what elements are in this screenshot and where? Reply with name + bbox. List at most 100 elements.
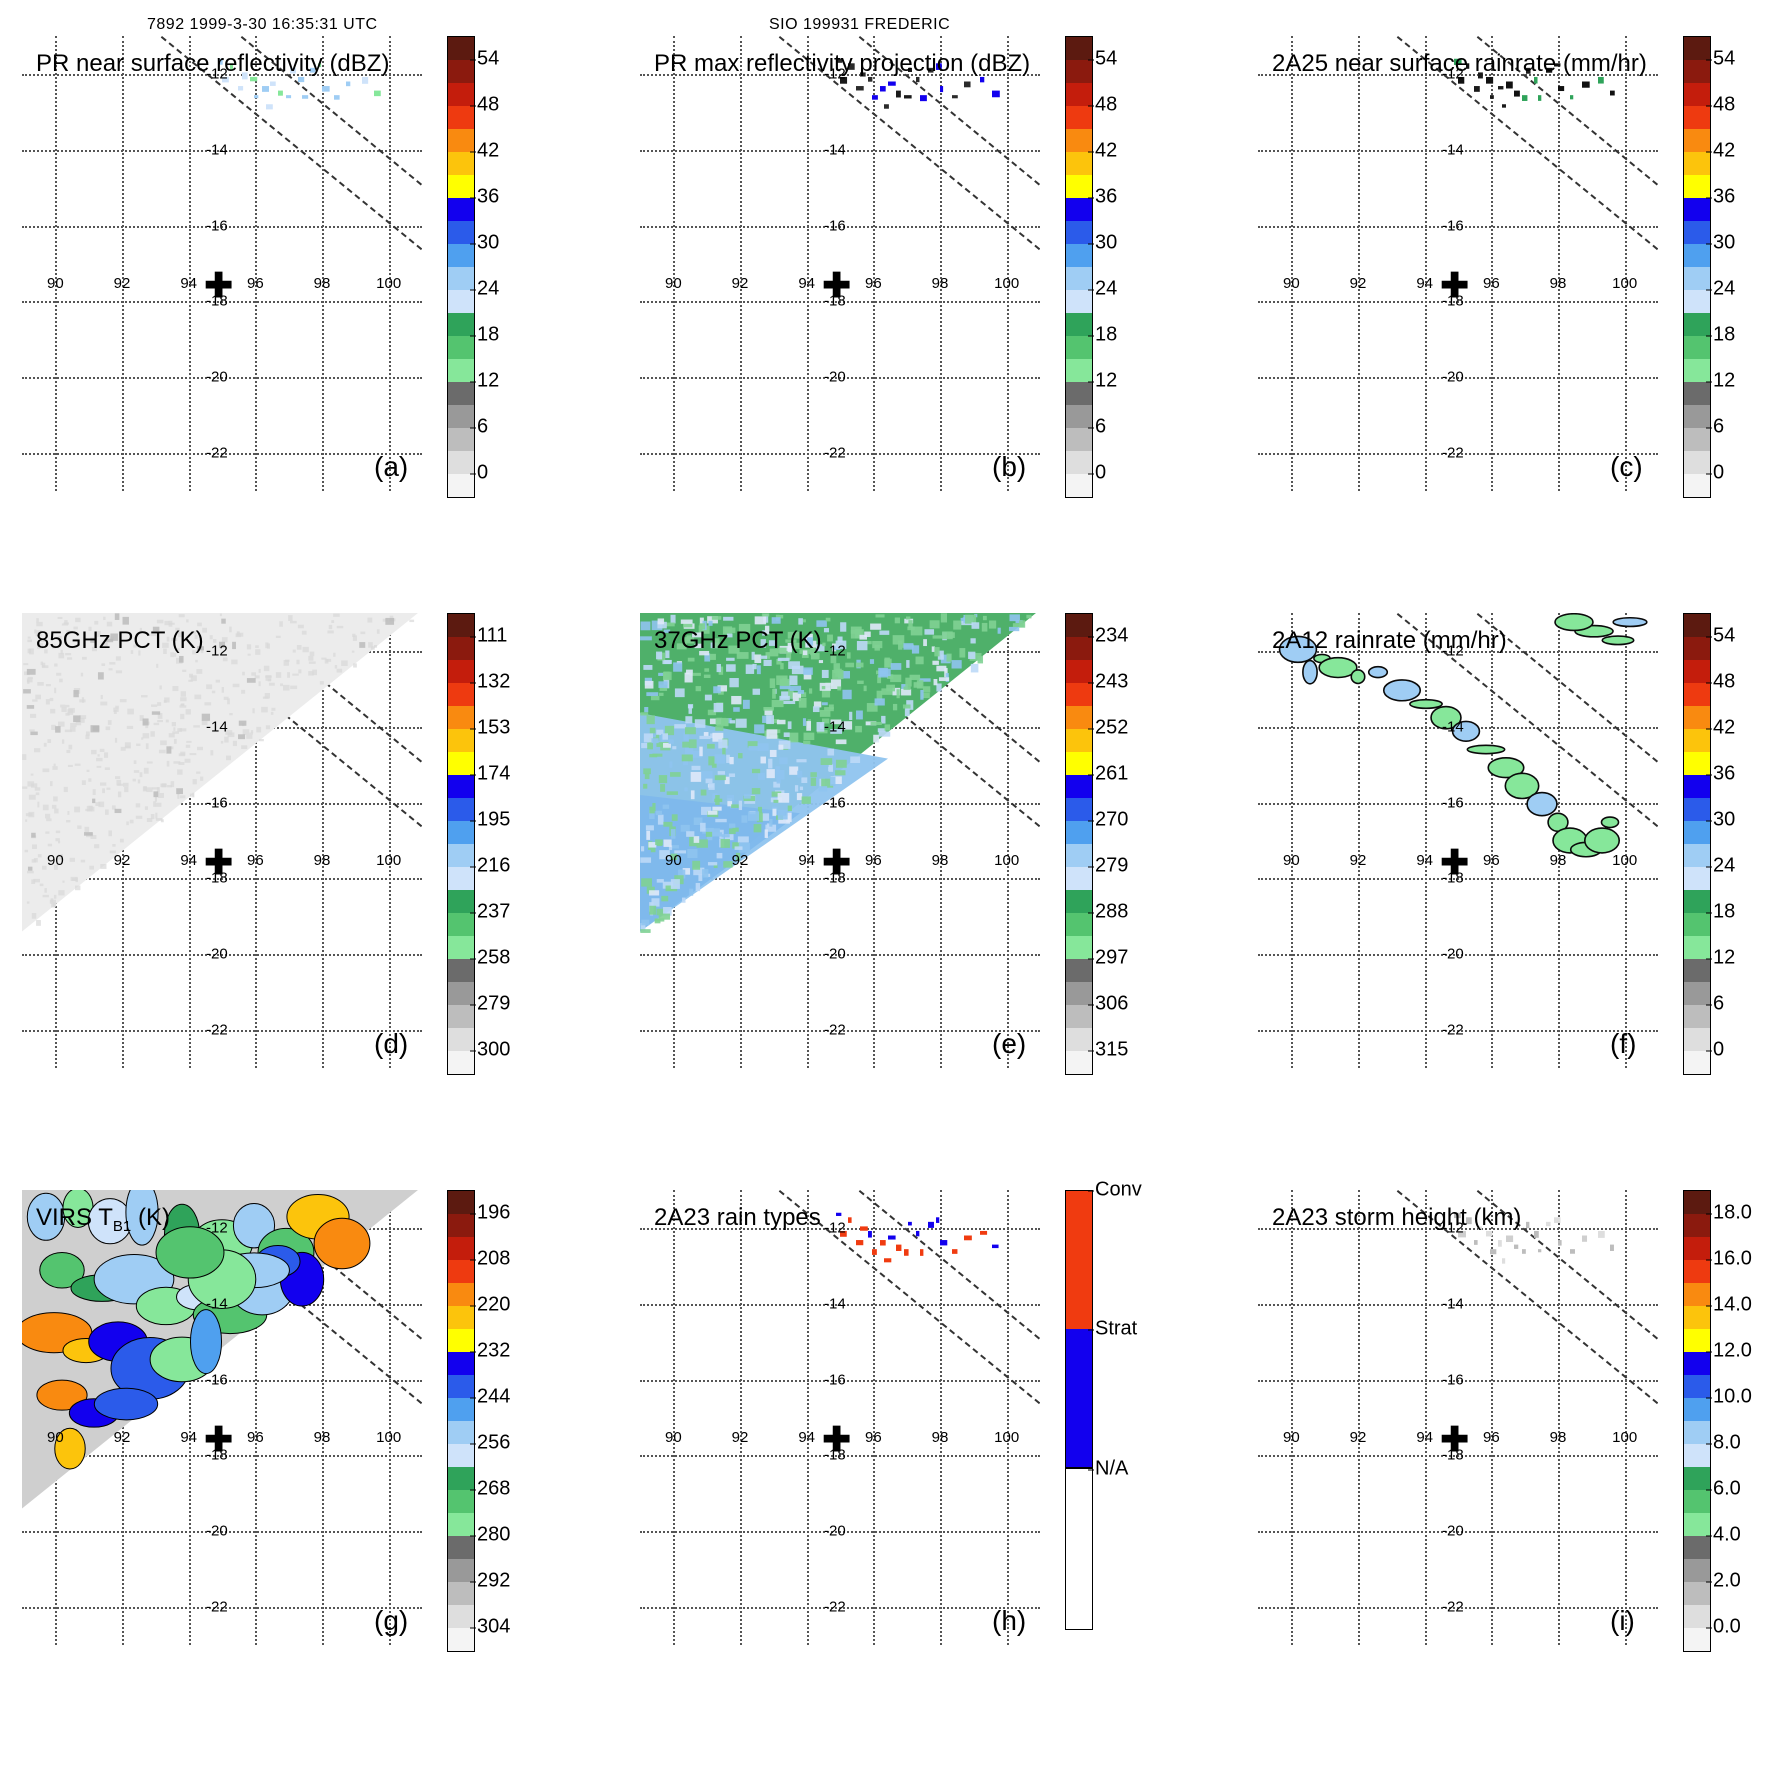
colorbar-tick-i-5: 8.0 [1706,1431,1741,1454]
data-overlay-a [218,58,381,110]
colorbar-segment-0 [448,1191,474,1214]
colorbar-segment-5 [1684,152,1710,175]
pr-swath-right [858,1190,1040,1340]
gridline-lon-96 [873,36,876,491]
lat-tick-label--22: -22 [824,1021,846,1039]
gridline-lat--22 [22,453,422,456]
plot-area-f [1258,613,1658,1068]
colorbar-segment-4 [448,706,474,729]
colorbar-segment-11 [448,290,474,313]
gridline-lon-92 [1358,613,1360,1068]
lon-tick-label-96: 96 [246,275,264,293]
colorbar-tick-b-5: 24 [1087,277,1118,300]
colorbar-segment-1 [448,1214,474,1237]
storm-center-cross-icon: ✚ [822,844,851,883]
colorbar-segment-8 [1066,798,1092,821]
lat-tick-label--18: -18 [1442,292,1464,310]
gridline-lat--14 [22,149,422,152]
colorbar-d [447,613,475,1075]
lon-tick-label-94: 94 [180,275,197,293]
colorbar-segment-8 [1066,221,1092,244]
data-overlay-e [640,613,1036,933]
colorbar-segment-5 [448,152,474,175]
gridline-lon-98 [1558,1190,1560,1645]
storm-center-cross-icon: ✚ [1440,267,1469,306]
colorbar-tick-d-9: 300 [469,1038,511,1061]
lon-tick-label-96: 96 [1482,852,1500,870]
colorbar-segment-15 [1066,382,1092,405]
lat-tick-label--22: -22 [206,1598,228,1616]
gridline-lon-92 [122,613,124,1068]
colorbar-segment-2 [448,1237,474,1260]
colorbar-tick-g-3: 232 [469,1339,511,1362]
gridline-lon-98 [1558,36,1560,491]
colorbar-segment-2 [1684,83,1710,106]
colorbar-segment-3 [448,106,474,129]
gridline-lat--18 [640,1455,1040,1458]
lat-tick-label--20: -20 [824,945,846,963]
gridline-lat--12 [640,1227,1040,1230]
colorbar-segment-15 [1684,959,1710,982]
colorbar-segment-9 [1066,244,1092,267]
lat-tick-label--12: -12 [206,642,228,660]
gridline-lon-92 [1358,36,1360,491]
colorbar-tick-a-5: 24 [469,277,500,300]
colorbar-segment-10 [448,267,474,290]
colorbar-segment-6 [1684,1329,1710,1352]
colorbar-segment-8 [1684,221,1710,244]
colorbar-segment-5 [448,1306,474,1329]
colorbar-segment-2 [1684,660,1710,683]
panel-letter-a: (a) [374,451,409,482]
lat-tick-label--14: -14 [206,141,228,159]
colorbar-segment-16 [1684,982,1710,1005]
colorbar-segment-7 [1684,1352,1710,1375]
panel-title-b: PR max reflectivity projection (dBZ) [654,50,1031,77]
colorbar-tick-f-8: 6 [1705,992,1725,1015]
lon-tick-label-90: 90 [46,1429,64,1447]
colorbar-segment-14 [1684,936,1710,959]
colorbar-segment-18 [1684,451,1710,474]
lon-tick-label-92: 92 [1349,852,1367,870]
lat-tick-label--20: -20 [1442,368,1464,386]
gridline-lon-90 [1291,36,1294,491]
lon-tick-label-92: 92 [1349,275,1367,293]
gridline-lat--16 [22,225,422,228]
colorbar-tick-i-3: 12.0 [1706,1339,1752,1362]
colorbar-segment-8 [448,221,474,244]
colorbar-tick-g-0: 196 [469,1201,511,1224]
colorbar-tick-a-2: 42 [469,139,500,162]
colorbar-segment-9 [1684,1398,1710,1421]
colorbar-segment-12 [1066,313,1092,336]
colorbar-tick-d-5: 216 [469,854,511,877]
gridline-lon-94 [1424,613,1427,1068]
gridline-lat--12 [1258,73,1658,76]
colorbar-tick-e-2: 252 [1087,716,1129,739]
gridline-lat--22 [640,1030,1040,1033]
lon-tick-label-96: 96 [246,852,264,870]
gridline-lon-94 [188,1190,191,1645]
colorbar-tick-f-7: 12 [1705,946,1736,969]
plot-area-e [640,613,1040,1068]
gridline-lon-100 [1006,1190,1009,1645]
colorbar-tick-a-6: 18 [469,323,500,346]
colorbar-segment-7 [448,1352,474,1375]
gridline-lon-90 [1291,613,1294,1068]
gridline-lat--18 [1258,878,1658,881]
colorbar-tick-i-6: 6.0 [1706,1477,1741,1500]
panel-letter-d: (d) [374,1028,409,1059]
lat-tick-label--18: -18 [206,869,228,887]
colorbar-segment-4 [1066,129,1092,152]
colorbar-segment-6 [1066,752,1092,775]
colorbar-tick-b-2: 42 [1087,139,1118,162]
colorbar-a [447,36,475,498]
gridline-lon-90 [1291,1190,1294,1645]
colorbar-tick-f-2: 42 [1705,716,1736,739]
colorbar-segment-16 [1684,1559,1710,1582]
colorbar-tick-b-6: 18 [1087,323,1118,346]
storm-header: SIO 199931 FREDERIC [769,16,951,33]
colorbar-segment-11 [448,1444,474,1467]
gridline-lon-94 [188,613,191,1068]
lon-tick-label-90: 90 [46,852,64,870]
colorbar-segment-5 [1066,729,1092,752]
colorbar-tick-h-0: Conv [1088,1178,1142,1201]
